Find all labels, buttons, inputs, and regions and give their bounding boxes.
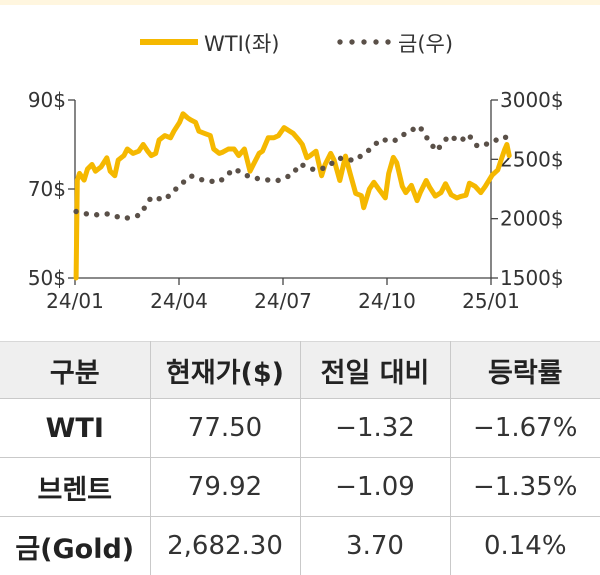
- right-tick-label: 1500$: [500, 266, 564, 290]
- cell-price: 79.92: [150, 458, 300, 517]
- cell-change-rate: −1.67%: [450, 399, 600, 458]
- row-label: WTI: [0, 399, 150, 458]
- price-chart: WTI(좌) 금(우) 50$70$90$1500$2000$2500$3000…: [0, 20, 600, 338]
- header-change-rate: 등락률: [450, 342, 600, 399]
- cell-change-rate: 0.14%: [450, 517, 600, 575]
- table-row-brent: 브렌트 79.92 −1.09 −1.35%: [0, 458, 600, 517]
- cell-change: 3.70: [300, 517, 450, 575]
- cell-change-rate: −1.35%: [450, 458, 600, 517]
- table-row-gold: 금(Gold) 2,682.30 3.70 0.14%: [0, 517, 600, 575]
- top-accent-strip: [0, 0, 600, 5]
- table-row-wti: WTI 77.50 −1.32 −1.67%: [0, 399, 600, 458]
- legend-wti-label: WTI(좌): [204, 32, 280, 56]
- left-tick-label: 50$: [28, 266, 66, 290]
- row-label: 금(Gold): [0, 517, 150, 575]
- row-label: 브렌트: [0, 458, 150, 517]
- right-tick-label: 2000$: [500, 207, 564, 231]
- chart-legend: WTI(좌) 금(우): [140, 32, 453, 56]
- x-tick-label: 24/04: [150, 289, 208, 313]
- price-table: 구분 현재가($) 전일 대비 등락률 WTI 77.50 −1.32 −1.6…: [0, 341, 600, 575]
- header-change: 전일 대비: [300, 342, 450, 399]
- x-tick-label: 24/07: [254, 289, 312, 313]
- gold-line: [76, 126, 509, 219]
- cell-change: −1.32: [300, 399, 450, 458]
- table-header-row: 구분 현재가($) 전일 대비 등락률: [0, 342, 600, 399]
- legend-gold-swatch: [337, 39, 390, 44]
- cell-price: 77.50: [150, 399, 300, 458]
- header-category: 구분: [0, 342, 150, 399]
- right-tick-label: 3000$: [500, 88, 564, 112]
- cell-change: −1.09: [300, 458, 450, 517]
- header-price: 현재가($): [150, 342, 300, 399]
- left-tick-label: 90$: [28, 88, 66, 112]
- x-tick-label: 24/10: [358, 289, 416, 313]
- x-tick-label: 24/01: [46, 289, 104, 313]
- cell-price: 2,682.30: [150, 517, 300, 575]
- legend-gold-label: 금(우): [398, 32, 453, 56]
- left-tick-label: 70$: [28, 177, 66, 201]
- x-tick-label: 25/01: [462, 289, 520, 313]
